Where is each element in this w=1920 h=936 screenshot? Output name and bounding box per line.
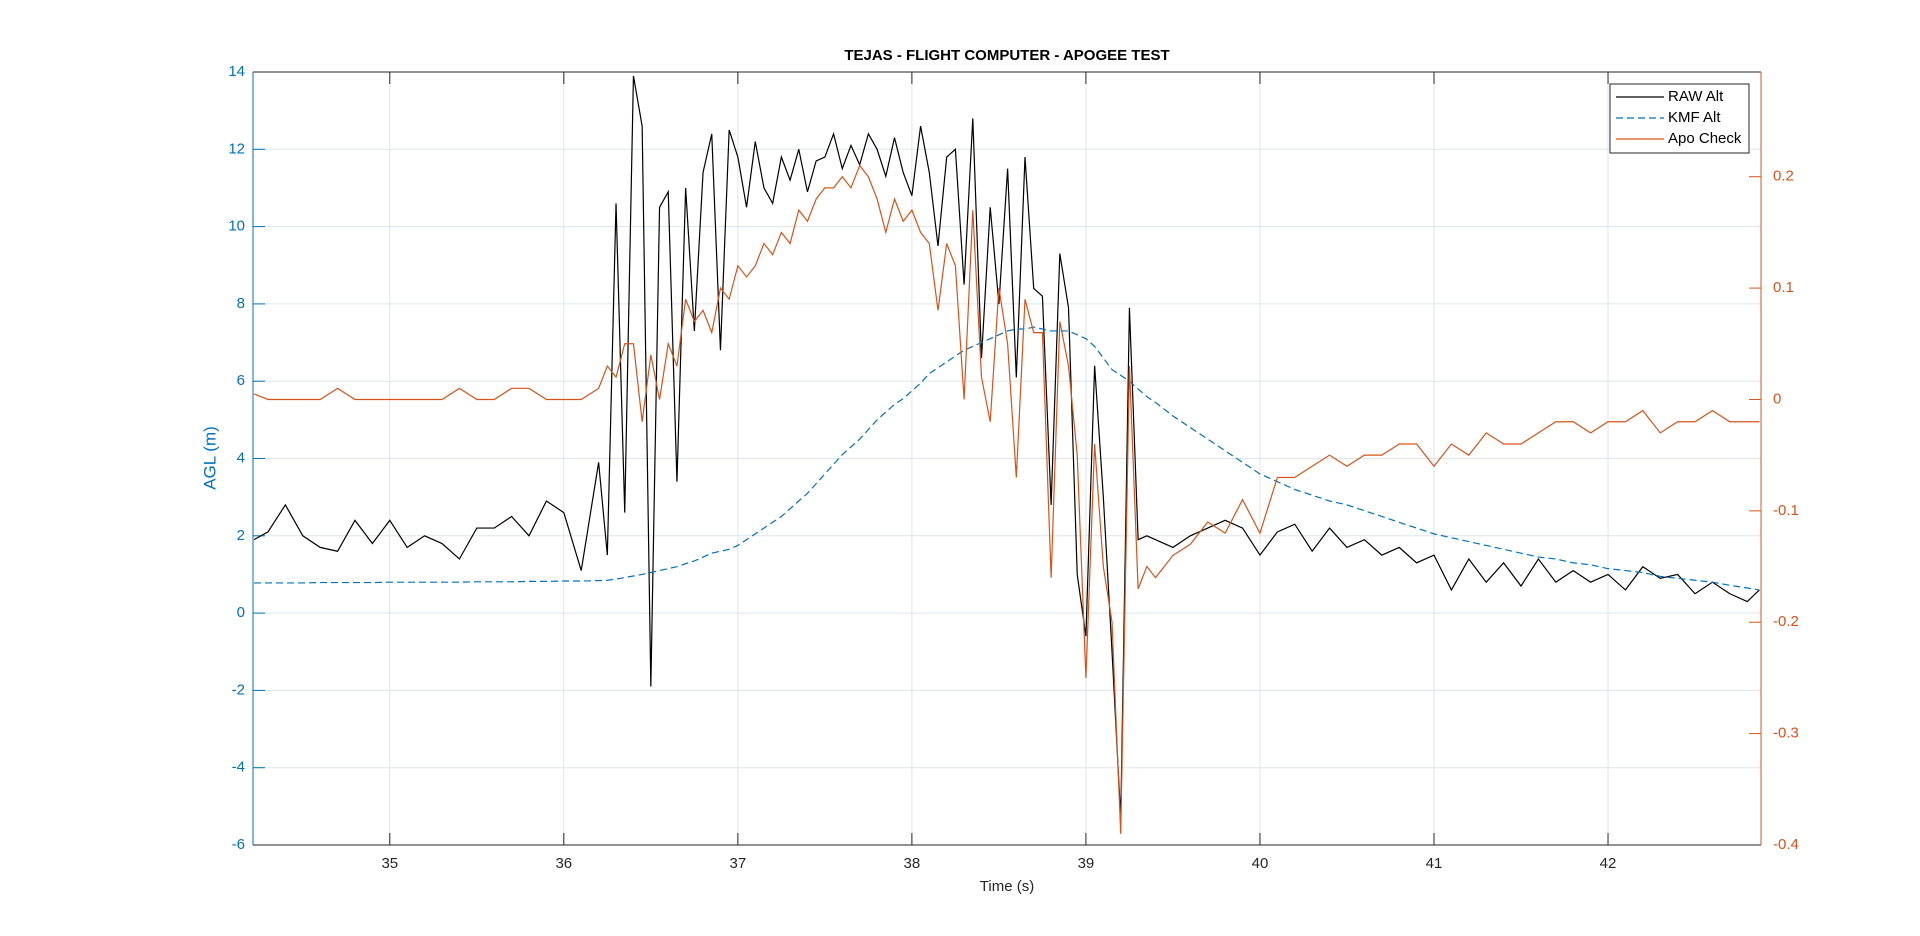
y-tick-label: -2	[232, 681, 245, 698]
series-line	[253, 75, 1760, 818]
y2-tick-label: -0.3	[1773, 725, 1799, 742]
y-tick-label: 0	[237, 604, 245, 621]
y2-tick-label: -0.1	[1773, 502, 1799, 519]
x-tick-label: 38	[904, 855, 921, 872]
x-tick-label: 35	[381, 855, 398, 872]
y-tick-label: 12	[228, 140, 245, 157]
y2-tick-label: 0.1	[1773, 279, 1794, 296]
x-tick-label: 37	[730, 855, 747, 872]
series-line	[253, 164, 1760, 834]
y2-tick-label: -0.4	[1773, 836, 1799, 853]
y-tick-label: 14	[228, 63, 245, 80]
legend-label: Apo Check	[1668, 130, 1742, 147]
legend-label: KMF Alt	[1668, 109, 1721, 126]
y-tick-label: -6	[232, 836, 245, 853]
x-tick-label: 41	[1426, 855, 1443, 872]
chart-title: TEJAS - FLIGHT COMPUTER - APOGEE TEST	[844, 47, 1169, 64]
series-line	[254, 326, 1760, 591]
y2-tick-label: -0.2	[1773, 613, 1799, 630]
x-axis-label: Time (s)	[980, 878, 1034, 895]
y-tick-label: 2	[237, 527, 245, 544]
y-tick-label: 4	[237, 449, 245, 466]
y-tick-label: 10	[228, 218, 245, 235]
legend-label: RAW Alt	[1668, 88, 1724, 105]
x-tick-label: 40	[1252, 855, 1269, 872]
y-axis-label: AGL (m)	[200, 426, 219, 490]
x-tick-label: 42	[1600, 855, 1617, 872]
y-tick-label: 8	[237, 295, 245, 312]
y-tick-label: -4	[232, 759, 245, 776]
x-tick-label: 36	[555, 855, 572, 872]
y-tick-label: 6	[237, 372, 245, 389]
y2-tick-label: 0	[1773, 390, 1781, 407]
y2-tick-label: 0.2	[1773, 168, 1794, 185]
x-tick-label: 39	[1078, 855, 1095, 872]
